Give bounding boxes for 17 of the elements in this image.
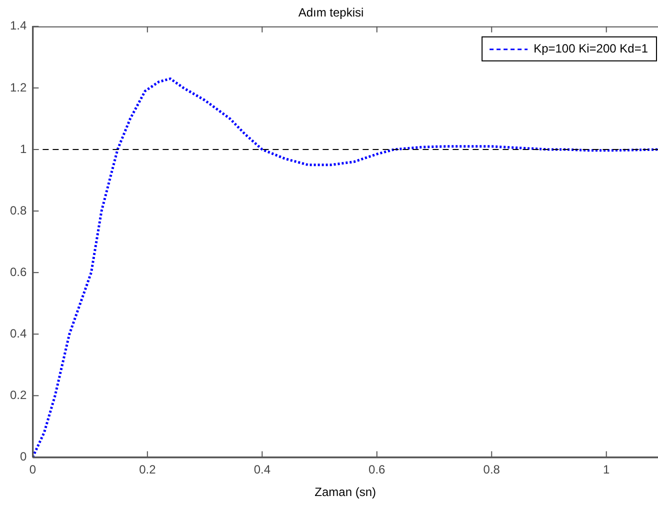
chart-title: Adım tepkisi [298, 6, 364, 20]
x-tick-label: 1 [603, 462, 610, 477]
y-tick-label: 1.2 [10, 80, 27, 94]
x-tick-label: 0.8 [483, 462, 500, 477]
y-tick-label: 1 [20, 142, 27, 156]
x-axis-title: Zaman (sn) [314, 485, 376, 500]
x-tick-label: 0.6 [368, 462, 386, 477]
y-tick-label: 0.8 [10, 203, 27, 218]
y-tick-label: 0 [20, 450, 27, 464]
y-tick-label: 0.2 [10, 388, 27, 402]
x-tick-label: 0.2 [139, 462, 156, 477]
x-tick-label: 0.4 [254, 462, 271, 477]
legend-label: Kp=100 Ki=200 Kd=1 [534, 42, 648, 56]
y-tick-label: 1.4 [10, 18, 27, 33]
y-tick-label: 0.4 [10, 326, 27, 340]
x-tick-label: 0 [29, 462, 36, 477]
y-tick-label: 0.6 [10, 264, 27, 279]
